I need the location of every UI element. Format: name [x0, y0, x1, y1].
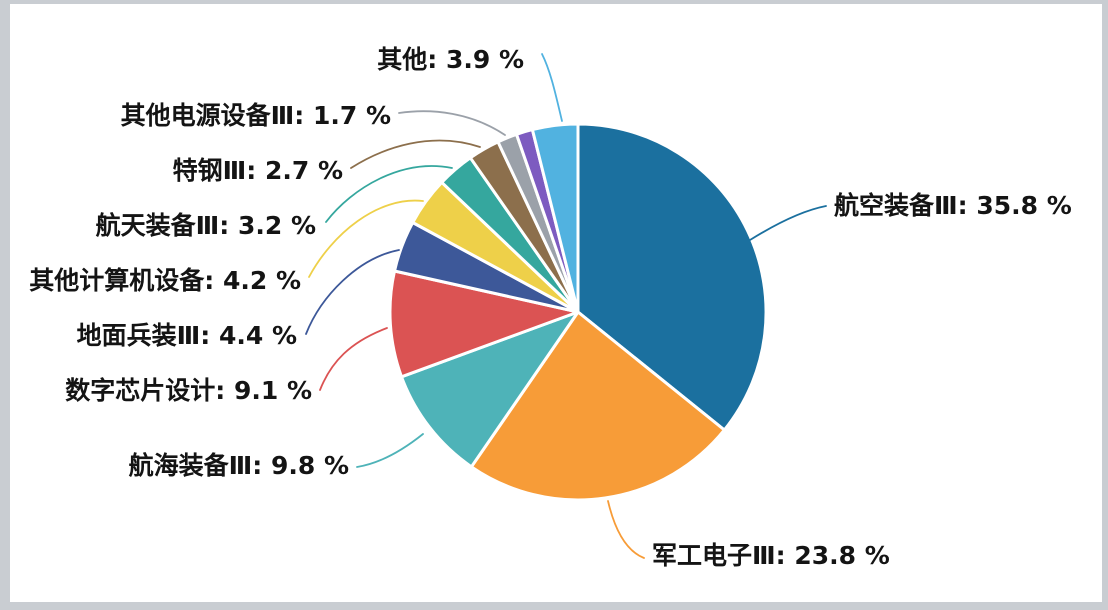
pie-slice-10 — [530, 122, 580, 314]
slice-label-2: 航海装备Ⅲ: 9.8 % — [129, 451, 349, 480]
slice-label-4: 地面兵装Ⅲ: 4.4 % — [77, 321, 297, 350]
leader-line-4 — [305, 249, 400, 335]
slice-label-8: 其他电源设备Ⅲ: 1.7 % — [121, 101, 391, 130]
leader-line-2 — [356, 433, 424, 468]
leader-line-6 — [325, 165, 453, 223]
leader-line-8 — [398, 110, 506, 136]
leader-line-10 — [541, 53, 563, 122]
leader-line-7 — [350, 139, 481, 169]
slice-label-1: 军工电子Ⅲ: 23.8 % — [652, 541, 890, 570]
pie-slice-1 — [469, 310, 726, 502]
leader-line-0 — [749, 205, 827, 241]
leader-line-3 — [319, 327, 388, 391]
slice-label-3: 数字芯片设计: 9.1 % — [65, 376, 312, 405]
pie-slice-0 — [576, 122, 768, 432]
leader-line-5 — [308, 199, 424, 278]
slice-label-0: 航空装备Ⅲ: 35.8 % — [834, 191, 1072, 220]
pie-slice-3 — [388, 269, 580, 379]
leader-line-1 — [607, 500, 645, 559]
slice-label-7: 特钢Ⅲ: 2.7 % — [173, 156, 343, 185]
slice-label-5: 其他计算机设备: 4.2 % — [29, 266, 301, 295]
pie-slice-2 — [400, 310, 580, 469]
slice-label-6: 航天装备Ⅲ: 3.2 % — [96, 211, 316, 240]
slice-label-10: 其他: 3.9 % — [377, 45, 524, 74]
